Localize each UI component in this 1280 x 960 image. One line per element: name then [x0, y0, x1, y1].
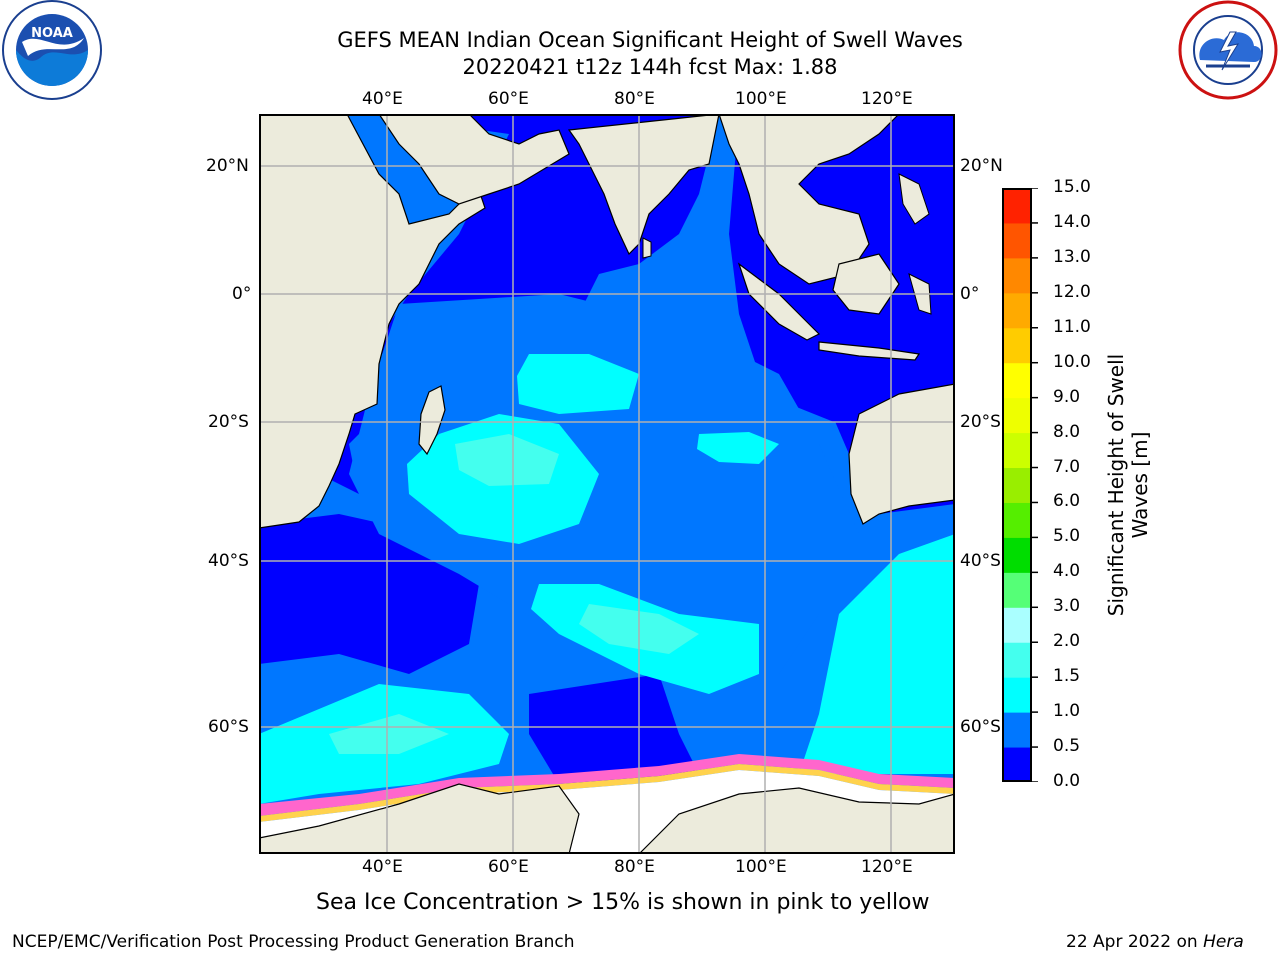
colorbar-segment — [1002, 642, 1032, 678]
footer-date-text: 22 Apr 2022 — [1066, 932, 1172, 952]
lat-label-left: 20°N — [206, 156, 249, 176]
svg-text:NOAA: NOAA — [31, 26, 73, 41]
lat-label-right: 0° — [960, 284, 980, 304]
lat-label-left: 20°S — [208, 412, 249, 432]
antarctica-land — [638, 787, 955, 854]
colorbar — [1002, 188, 1038, 782]
colorbar-segment — [1002, 257, 1032, 294]
colorbar-tick-label: 4.0 — [1053, 561, 1081, 582]
colorbar-segment — [1002, 432, 1032, 469]
colorbar-tick-label: 0.5 — [1053, 736, 1081, 757]
high-swell-region — [329, 714, 449, 754]
borneo-landmass — [832, 253, 900, 315]
chart-subtitle: 20220421 t12z 144h fcst Max: 1.88 — [462, 55, 838, 79]
noaa-logo: NOAA — [2, 0, 102, 100]
colorbar-tick-label: 12.0 — [1053, 281, 1091, 302]
lon-label-top: 40°E — [362, 89, 403, 109]
colorbar-tick-label: 14.0 — [1053, 211, 1091, 232]
sri-lanka-landmass — [642, 237, 652, 259]
colorbar-segment — [1002, 222, 1032, 259]
madagascar-landmass — [418, 385, 446, 456]
nws-logo — [1178, 0, 1278, 100]
lat-label-right: 20°S — [960, 412, 1001, 432]
colorbar-tick-label: 15.0 — [1053, 177, 1091, 197]
colorbar-segment — [1002, 467, 1032, 503]
colorbar-segment — [1002, 292, 1032, 329]
colorbar-tick-label: 3.0 — [1053, 596, 1081, 617]
map-gridlines — [259, 114, 955, 854]
colorbar-tick-label: 13.0 — [1053, 246, 1091, 267]
lon-label-bottom: 40°E — [362, 857, 403, 877]
lat-label-left: 40°S — [208, 551, 249, 571]
colorbar-segment — [1002, 537, 1032, 573]
high-swell-region — [697, 432, 779, 464]
colorbar-segment — [1002, 747, 1032, 782]
footer-machine: Hera — [1203, 932, 1244, 952]
lon-label-top: 80°E — [614, 89, 655, 109]
colorbar-tick-label: 5.0 — [1053, 526, 1081, 547]
lat-label-right: 60°S — [960, 717, 1001, 737]
colorbar-title: Significant Height of Swell Waves [m] — [1104, 353, 1152, 617]
lon-label-bottom: 120°E — [861, 857, 913, 877]
colorbar-segment — [1002, 572, 1032, 608]
java-landmass — [818, 341, 921, 361]
map-frame — [259, 114, 955, 854]
colorbar-tick-label: 6.0 — [1053, 491, 1081, 512]
arabia-landmass — [378, 114, 570, 205]
lat-label-right: 40°S — [960, 551, 1001, 571]
colorbar-tick-label: 1.5 — [1053, 666, 1081, 687]
colorbar-segment — [1002, 362, 1032, 399]
colorbar-tick-label: 9.0 — [1053, 386, 1081, 407]
lon-label-top: 100°E — [735, 89, 787, 109]
australia-landmass — [848, 383, 955, 525]
lon-label-top: 120°E — [861, 89, 913, 109]
footer-on-text: on — [1176, 932, 1198, 952]
high-swell-region — [455, 434, 559, 486]
lat-label-right: 20°N — [960, 156, 1003, 176]
colorbar-segment — [1002, 397, 1032, 434]
high-swell-region — [517, 354, 639, 414]
colorbar-segment — [1002, 327, 1032, 364]
lon-label-bottom: 100°E — [735, 857, 787, 877]
high-swell-region — [799, 534, 955, 774]
sea-ice-note: Sea Ice Concentration > 15% is shown in … — [316, 890, 930, 915]
colorbar-segment — [1002, 502, 1032, 538]
colorbar-tick-label: 11.0 — [1053, 316, 1091, 337]
colorbar-tick-label: 10.0 — [1053, 351, 1091, 372]
colorbar-segment — [1002, 607, 1032, 643]
lat-label-left: 0° — [232, 284, 252, 304]
moderate-swell-region — [349, 294, 859, 674]
colorbar-tick-label: 1.0 — [1053, 701, 1081, 722]
low-swell-region — [529, 674, 699, 784]
footer-credit: NCEP/EMC/Verification Post Processing Pr… — [12, 932, 575, 952]
swell-height-map — [259, 114, 955, 854]
sumatra-landmass — [737, 262, 821, 341]
colorbar-tick-label: 7.0 — [1053, 456, 1081, 477]
philippines-landmass — [898, 173, 930, 225]
lon-label-bottom: 60°E — [488, 857, 529, 877]
chart-title: GEFS MEAN Indian Ocean Significant Heigh… — [337, 28, 963, 52]
colorbar-tick-label: 8.0 — [1053, 421, 1081, 442]
colorbar-tick-label: 2.0 — [1053, 631, 1081, 652]
colorbar-frame — [1002, 188, 1032, 782]
southeast-asia-landmass — [718, 114, 900, 285]
lon-label-bottom: 80°E — [614, 857, 655, 877]
colorbar-tick-label: 0.0 — [1053, 771, 1081, 791]
footer-date: 22 Apr 2022 on Hera — [1066, 932, 1244, 952]
lat-label-left: 60°S — [208, 717, 249, 737]
antarctica-land — [259, 783, 580, 854]
colorbar-segment — [1002, 188, 1032, 224]
colorbar-segment — [1002, 712, 1032, 748]
colorbar-segment — [1002, 677, 1032, 713]
lon-label-top: 60°E — [488, 89, 529, 109]
